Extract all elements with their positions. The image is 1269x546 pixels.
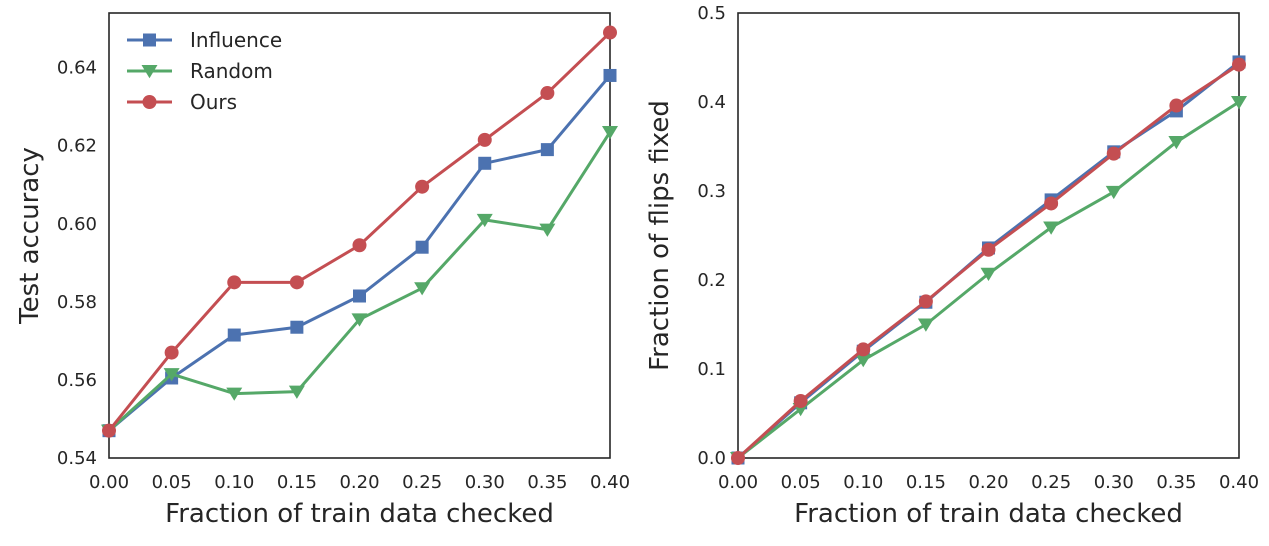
y-tick-label: 0.60 xyxy=(57,214,97,235)
y-axis-label: Test accuracy xyxy=(15,147,45,325)
data-point-influence xyxy=(603,68,617,82)
y-tick-label: 0.0 xyxy=(697,448,726,469)
y-tick-label: 0.1 xyxy=(697,359,726,380)
data-point-ours xyxy=(477,132,492,147)
plot-frame xyxy=(108,12,611,459)
data-point-random xyxy=(288,385,305,399)
legend-label: Ours xyxy=(190,90,237,114)
x-axis-label: Fraction of train data checked xyxy=(165,499,554,529)
y-tick-label: 0.3 xyxy=(697,181,726,202)
data-point-influence xyxy=(540,143,554,157)
data-point-ours xyxy=(415,179,430,194)
x-tick-label: 0.35 xyxy=(527,472,567,493)
x-tick-label: 0.35 xyxy=(1156,472,1196,493)
data-point-influence xyxy=(290,320,304,334)
data-point-influence xyxy=(353,289,366,303)
data-point-ours xyxy=(731,451,745,465)
y-tick-label: 0.58 xyxy=(57,292,97,313)
x-tick-label: 0.30 xyxy=(465,472,505,493)
data-point-ours xyxy=(289,275,304,290)
data-point-ours xyxy=(540,86,555,101)
y-tick-label: 0.5 xyxy=(697,3,726,24)
legend-label: Influence xyxy=(190,28,282,52)
x-tick-label: 0.10 xyxy=(843,472,883,493)
data-point-ours xyxy=(227,275,242,290)
data-point-ours xyxy=(352,238,367,253)
series-line-random xyxy=(107,131,612,432)
data-point-random xyxy=(980,267,997,281)
x-tick-label: 0.40 xyxy=(1219,472,1259,493)
y-tick-label: 0.4 xyxy=(697,92,726,113)
x-tick-label: 0.05 xyxy=(781,472,821,493)
data-point-random xyxy=(1168,136,1185,150)
chart-1: 0.00 0.05 0.10 0.15 0.20 0.25 0.30 0.35 0.40 0.54… xyxy=(15,12,630,529)
legend-marker xyxy=(143,33,156,47)
data-point-random xyxy=(1043,221,1060,235)
data-point-ours xyxy=(981,242,996,257)
data-point-random xyxy=(414,282,431,296)
legend-label: Random xyxy=(190,59,273,83)
x-tick-label: 0.20 xyxy=(339,472,379,493)
plot-frame xyxy=(737,12,1240,459)
data-point-random xyxy=(351,313,368,327)
data-point-ours xyxy=(164,345,179,360)
legend-marker xyxy=(142,95,157,109)
data-point-ours xyxy=(603,25,617,40)
data-point-random xyxy=(1231,96,1247,110)
data-point-random xyxy=(226,387,243,401)
data-point-ours xyxy=(102,423,116,438)
x-tick-label: 0.05 xyxy=(152,472,192,493)
y-tick-label: 0.54 xyxy=(57,448,97,469)
legend-marker xyxy=(141,65,158,79)
y-tick-label: 0.62 xyxy=(57,136,97,157)
x-tick-label: 0.25 xyxy=(1031,472,1071,493)
data-point-random xyxy=(855,354,872,368)
x-tick-label: 0.40 xyxy=(590,472,630,493)
data-point-ours xyxy=(918,294,933,309)
data-point-random xyxy=(1105,185,1122,200)
x-tick-label: 0.10 xyxy=(214,472,254,493)
x-axis-label: Fraction of train data checked xyxy=(794,499,1183,529)
y-tick-label: 0.2 xyxy=(697,270,726,291)
data-point-ours xyxy=(1044,196,1059,211)
x-tick-label: 0.15 xyxy=(277,472,317,493)
y-axis-label: Fraction of flips fixed xyxy=(645,100,675,371)
data-point-influence xyxy=(415,240,429,254)
data-point-random xyxy=(476,213,493,228)
data-point-ours xyxy=(1169,98,1184,113)
legend: Influence Random Ours xyxy=(127,28,282,114)
data-point-random xyxy=(539,223,556,237)
data-point-ours xyxy=(856,342,871,357)
data-point-ours xyxy=(1106,146,1121,161)
data-point-random xyxy=(602,126,618,140)
data-point-ours xyxy=(1232,57,1246,72)
chart-2: 0.00 0.05 0.10 0.15 0.20 0.25 0.30 0.35 0.40 0.0 0… xyxy=(645,3,1259,529)
x-tick-label: 0.30 xyxy=(1094,472,1134,493)
x-tick-label: 0.20 xyxy=(968,472,1008,493)
x-tick-label: 0.00 xyxy=(89,472,129,493)
data-point-random xyxy=(163,368,180,382)
data-point-influence xyxy=(478,156,492,170)
data-point-random xyxy=(917,318,934,332)
x-tick-label: 0.25 xyxy=(402,472,442,493)
x-tick-label: 0.00 xyxy=(718,472,758,493)
y-tick-label: 0.64 xyxy=(57,58,97,79)
x-tick-label: 0.15 xyxy=(906,472,946,493)
data-point-ours xyxy=(793,394,808,409)
y-tick-label: 0.56 xyxy=(57,370,97,391)
data-point-influence xyxy=(227,328,241,342)
